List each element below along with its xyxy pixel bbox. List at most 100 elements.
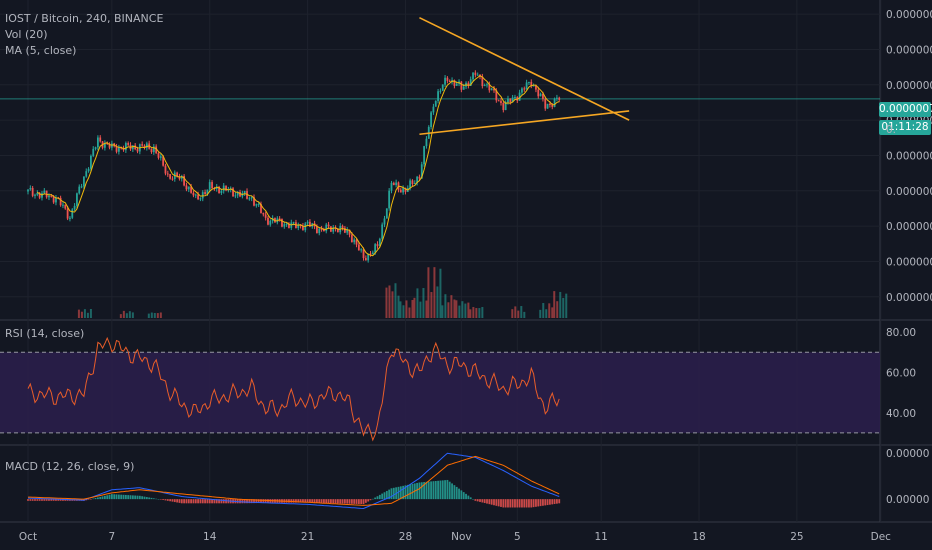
candle-body xyxy=(253,197,255,206)
macd-histogram-bar xyxy=(360,499,363,505)
volume-bar xyxy=(147,313,150,318)
candle-body xyxy=(145,143,148,148)
macd-histogram-bar xyxy=(190,499,192,504)
macd-histogram-bar xyxy=(29,499,32,501)
macd-histogram-bar xyxy=(103,495,106,500)
volume-bar xyxy=(433,267,436,318)
candle-body xyxy=(385,208,388,219)
candle-body xyxy=(309,221,311,227)
macd-histogram-bar xyxy=(502,499,505,508)
rsi-legend[interactable]: RSI (14, close) xyxy=(5,327,85,340)
volume-bar xyxy=(122,310,125,318)
macd-histogram-bar xyxy=(327,499,330,504)
macd-histogram-bar xyxy=(27,499,29,501)
candle-body xyxy=(171,178,174,180)
candle-body xyxy=(83,176,85,187)
x-tick-label: 18 xyxy=(692,531,705,543)
candle-body xyxy=(250,197,253,199)
volume-bar xyxy=(419,301,422,318)
ma-legend[interactable]: MA (5, close) xyxy=(5,44,77,57)
macd-histogram-bar xyxy=(460,490,463,500)
candle-body xyxy=(176,172,179,177)
candle-body xyxy=(399,189,402,193)
candle-body xyxy=(136,149,139,152)
volume-bar xyxy=(565,293,568,318)
candle-body xyxy=(402,187,405,193)
candle-body xyxy=(509,98,512,103)
volume-bar xyxy=(461,301,464,318)
candle-body xyxy=(87,168,90,172)
macd-histogram-bar xyxy=(448,481,451,500)
volume-bar xyxy=(444,294,447,318)
candle-body xyxy=(157,153,160,158)
macd-histogram-bar xyxy=(110,494,113,500)
candle-body xyxy=(327,224,330,227)
macd-histogram-bar xyxy=(404,485,407,500)
candle-body xyxy=(448,80,451,82)
rsi-tick-label: 60.00 xyxy=(886,367,916,379)
candle-body xyxy=(409,180,412,189)
candle-body xyxy=(97,137,99,148)
macd-histogram-bar xyxy=(537,499,540,507)
candle-body xyxy=(55,197,57,203)
macd-histogram-bar xyxy=(113,494,116,500)
candle-body xyxy=(364,258,367,261)
macd-histogram-bar xyxy=(31,499,34,501)
candle-body xyxy=(441,84,444,91)
macd-histogram-bar xyxy=(173,499,176,503)
volume-legend[interactable]: Vol (20) xyxy=(5,28,48,41)
macd-histogram-bar xyxy=(439,480,442,500)
macd-histogram-bar xyxy=(542,499,544,506)
macd-histogram-bar xyxy=(339,499,342,504)
macd-histogram-bar xyxy=(385,490,388,500)
macd-legend[interactable]: MACD (12, 26, close, 9) xyxy=(5,460,135,473)
volume-bar xyxy=(478,308,481,318)
candle-body xyxy=(392,182,395,186)
candle-body xyxy=(52,196,55,203)
symbol-legend[interactable]: IOST / Bitcoin, 240, BINANCE xyxy=(5,12,164,25)
macd-histogram-bar xyxy=(192,499,195,504)
volume-bar xyxy=(441,305,444,318)
rsi-band xyxy=(0,352,880,433)
candle-body xyxy=(535,85,537,90)
candle-body xyxy=(71,209,74,218)
macd-histogram-bar xyxy=(549,499,551,505)
candle-body xyxy=(556,97,558,99)
candle-body xyxy=(124,143,127,151)
macd-histogram-bar xyxy=(297,499,300,503)
macd-histogram-bar xyxy=(117,494,120,500)
candle-body xyxy=(502,103,505,111)
candle-body xyxy=(353,239,356,243)
candle-body xyxy=(38,192,41,198)
macd-histogram-bar xyxy=(353,499,356,504)
candle-body xyxy=(260,204,262,213)
macd-histogram-bar xyxy=(430,481,432,500)
macd-histogram-bar xyxy=(530,499,533,508)
volume-bar xyxy=(472,307,475,318)
macd-histogram-bar xyxy=(495,499,498,506)
candle-body xyxy=(201,192,204,199)
macd-histogram-bar xyxy=(171,499,174,502)
candle-body xyxy=(178,176,181,179)
macd-histogram-bar xyxy=(243,499,246,504)
candle-body xyxy=(336,228,339,233)
macd-histogram-bar xyxy=(455,486,458,500)
macd-histogram-bar xyxy=(124,494,127,500)
volume-bar xyxy=(511,309,514,318)
macd-histogram-bar xyxy=(334,499,337,504)
macd-histogram-bar xyxy=(507,499,509,508)
macd-histogram-bar xyxy=(532,499,535,508)
candle-body xyxy=(332,227,335,232)
volume-bar xyxy=(391,291,394,318)
candle-body xyxy=(159,156,162,158)
candle-body xyxy=(530,81,533,86)
macd-histogram-bar xyxy=(446,479,449,500)
volume-bar xyxy=(562,297,565,318)
macd-histogram-bar xyxy=(187,499,190,504)
x-tick-label: 28 xyxy=(399,531,412,543)
candle-body xyxy=(190,186,192,193)
candle-body xyxy=(122,148,125,151)
candle-body xyxy=(507,98,509,103)
candle-body xyxy=(467,82,470,86)
